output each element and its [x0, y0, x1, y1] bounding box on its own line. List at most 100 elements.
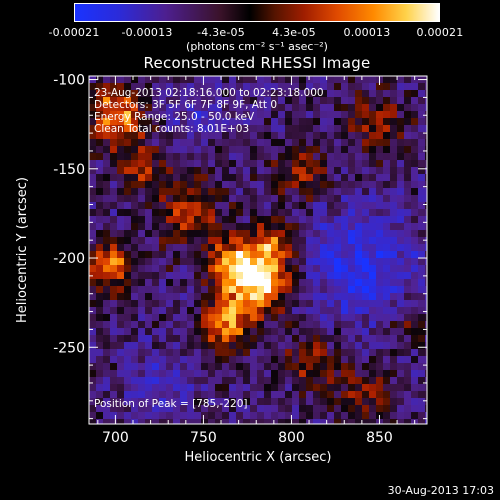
heatmap-cell — [96, 132, 103, 139]
heatmap-cell — [180, 195, 187, 202]
heatmap-cell — [96, 76, 103, 83]
heatmap-cell — [159, 363, 166, 370]
plot-frame — [88, 75, 428, 425]
axis-ticks: 700 750 800 850-100-150-200-250 — [53, 73, 427, 446]
heatmap-cell — [341, 174, 348, 181]
heatmap-cell — [313, 363, 320, 370]
heatmap-cell — [348, 328, 355, 335]
heatmap-cell — [334, 146, 341, 153]
heatmap-cell — [194, 384, 201, 391]
heatmap-cell — [299, 118, 306, 125]
heatmap-cell — [264, 195, 271, 202]
heatmap-cell — [369, 174, 376, 181]
heatmap-cell — [383, 349, 390, 356]
heatmap-cell — [278, 230, 285, 237]
heatmap-cell — [327, 363, 334, 370]
heatmap-cell — [383, 384, 390, 391]
heatmap-cell — [306, 356, 313, 363]
heatmap-cell — [110, 244, 117, 251]
heatmap-cell — [159, 97, 166, 104]
heatmap-cell — [362, 272, 369, 279]
heatmap-cell — [411, 286, 418, 293]
heatmap-cell — [124, 412, 131, 419]
heatmap-cell — [313, 251, 320, 258]
heatmap-cell — [411, 356, 418, 363]
heatmap-cell — [369, 398, 376, 405]
heatmap-cell — [271, 272, 278, 279]
heatmap-cell — [257, 139, 264, 146]
heatmap-cell — [117, 97, 124, 104]
heatmap-cell — [299, 153, 306, 160]
heatmap-cell — [341, 118, 348, 125]
heatmap-cell — [425, 181, 427, 188]
heatmap-cell — [208, 384, 215, 391]
heatmap-cell — [222, 160, 229, 167]
heatmap-cell — [292, 174, 299, 181]
heatmap-cell — [278, 314, 285, 321]
heatmap-cell — [110, 104, 117, 111]
heatmap-cell — [264, 363, 271, 370]
heatmap-cell — [110, 272, 117, 279]
heatmap-cell — [243, 370, 250, 377]
heatmap-cell — [152, 160, 159, 167]
heatmap-cell — [285, 230, 292, 237]
heatmap-cell — [103, 174, 110, 181]
heatmap-cell — [355, 391, 362, 398]
heatmap-cell — [208, 223, 215, 230]
heatmap-cell — [348, 321, 355, 328]
heatmap-cell — [159, 391, 166, 398]
heatmap-cell — [159, 384, 166, 391]
heatmap-cell — [411, 83, 418, 90]
heatmap-cell — [411, 405, 418, 412]
heatmap-cell — [271, 377, 278, 384]
heatmap-cell — [411, 111, 418, 118]
heatmap-cell — [194, 328, 201, 335]
heatmap-cell — [138, 160, 145, 167]
heatmap-cell — [110, 97, 117, 104]
heatmap-cell — [250, 377, 257, 384]
heatmap-cell — [327, 307, 334, 314]
heatmap-cell — [355, 146, 362, 153]
heatmap-cell — [201, 314, 208, 321]
heatmap-cell — [124, 104, 131, 111]
heatmap-cell — [145, 216, 152, 223]
heatmap-cell — [390, 237, 397, 244]
heatmap-cell — [229, 293, 236, 300]
heatmap-cell — [425, 223, 427, 230]
heatmap-cell — [313, 307, 320, 314]
heatmap-cell — [250, 167, 257, 174]
heatmap-cell — [264, 125, 271, 132]
heatmap-cell — [236, 342, 243, 349]
heatmap-cell — [201, 195, 208, 202]
heatmap-cell — [411, 384, 418, 391]
heatmap-cell — [236, 419, 243, 424]
heatmap-cell — [397, 244, 404, 251]
heatmap-cell — [166, 97, 173, 104]
heatmap-cell — [145, 202, 152, 209]
heatmap-cell — [236, 314, 243, 321]
heatmap-cell — [397, 307, 404, 314]
heatmap-cell — [96, 272, 103, 279]
heatmap-cell — [110, 328, 117, 335]
heatmap-cell — [390, 272, 397, 279]
heatmap-cell — [390, 160, 397, 167]
heatmap-cell — [285, 125, 292, 132]
heatmap-cell — [390, 384, 397, 391]
heatmap-cell — [250, 118, 257, 125]
heatmap-cell — [229, 223, 236, 230]
colorbar-tick-label: 0.00013 — [343, 26, 391, 39]
heatmap-cell — [222, 132, 229, 139]
heatmap-cell — [201, 125, 208, 132]
heatmap-cell — [397, 153, 404, 160]
heatmap-cell — [152, 251, 159, 258]
heatmap-cell — [348, 174, 355, 181]
heatmap-cell — [278, 335, 285, 342]
heatmap-cell — [411, 216, 418, 223]
heatmap-cell — [264, 230, 271, 237]
heatmap-cell — [229, 265, 236, 272]
heatmap-cell — [152, 356, 159, 363]
heatmap-cell — [243, 139, 250, 146]
heatmap-cell — [96, 209, 103, 216]
heatmap-cell — [103, 370, 110, 377]
heatmap-cell — [173, 258, 180, 265]
